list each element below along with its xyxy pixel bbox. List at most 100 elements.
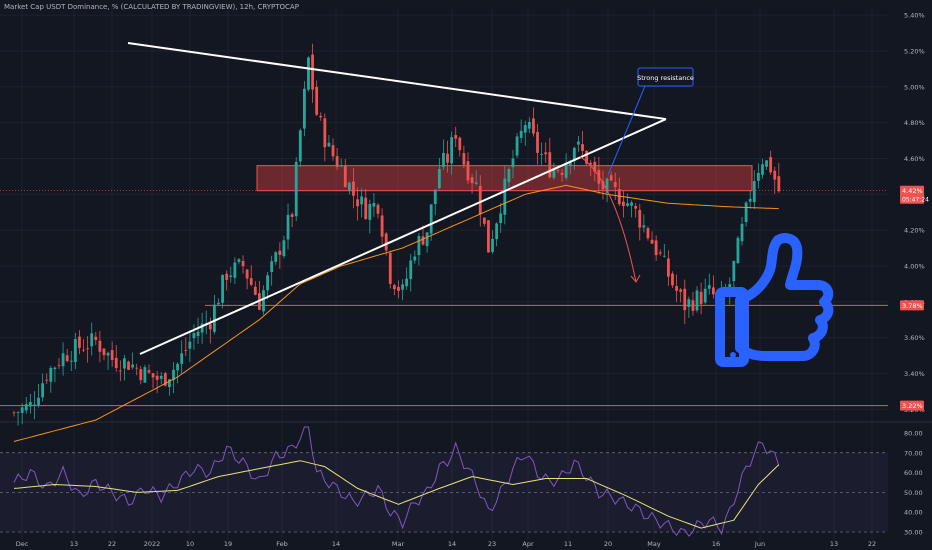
candle-body — [442, 152, 445, 167]
candle-body — [233, 262, 237, 278]
candle-body — [470, 177, 474, 184]
candle-body — [756, 173, 760, 181]
candle-body — [405, 278, 409, 287]
candle-body — [548, 152, 552, 178]
candle-body — [773, 170, 777, 180]
time-tick-label: 22 — [868, 540, 876, 548]
support-levels — [0, 190, 888, 407]
candle-body — [482, 217, 486, 224]
rsi-ma-line — [13, 460, 780, 529]
thumb-dot — [730, 352, 736, 358]
candle-body — [311, 54, 314, 90]
candle-body — [343, 165, 347, 188]
candle-body — [429, 204, 433, 234]
candle-body — [139, 369, 143, 381]
candle-body — [368, 204, 372, 220]
candle-body — [536, 132, 539, 153]
candle-body — [298, 130, 302, 162]
candle-body — [752, 181, 756, 203]
candle-body — [127, 361, 130, 370]
candle-body — [221, 274, 224, 303]
rsi-tick-label: 80.00 — [904, 429, 923, 437]
candle-body — [654, 240, 658, 256]
candle-body — [82, 349, 85, 351]
candle-body — [679, 289, 683, 292]
candle-body — [65, 355, 69, 362]
candle-body — [335, 156, 339, 167]
candle-body — [650, 239, 654, 244]
annotation: Strong resistance — [607, 67, 694, 176]
candle-body — [118, 370, 122, 372]
candle-body — [98, 340, 102, 352]
candle-body — [192, 333, 196, 339]
candle-body — [376, 204, 380, 214]
candle-body — [433, 189, 437, 205]
candle-body — [200, 323, 204, 333]
candle-body — [748, 198, 752, 202]
candle-body — [581, 144, 584, 151]
candle-body — [687, 299, 691, 308]
moving-average — [13, 184, 779, 442]
candle-body — [462, 153, 466, 165]
candle-body — [683, 288, 687, 311]
candle-body — [241, 261, 245, 267]
candle-body — [45, 379, 49, 381]
candle-body — [458, 137, 462, 151]
candle-body — [37, 397, 40, 405]
candle-body — [401, 284, 404, 290]
rsi-tick-label: 50.00 — [904, 489, 923, 497]
candle-body — [282, 240, 286, 257]
candle-body — [90, 333, 94, 347]
candle-body — [159, 375, 163, 379]
time-tick-label: May — [647, 540, 661, 548]
support-2-label-bg — [900, 400, 924, 411]
candle-body — [28, 401, 32, 407]
candle-body — [769, 157, 773, 173]
candle-body — [658, 252, 662, 254]
candle-body — [323, 118, 327, 148]
candle-body — [270, 261, 274, 273]
candle-body — [78, 336, 81, 348]
time-tick-label: 13 — [70, 540, 78, 548]
candle-body — [613, 182, 617, 187]
candle-body — [286, 214, 290, 240]
candle-body — [327, 142, 331, 147]
time-tick-label: 16 — [712, 540, 720, 548]
candle-body — [147, 370, 151, 373]
candle-body — [572, 147, 576, 162]
support-1-label: 3.78% — [902, 302, 923, 310]
candle-body — [123, 358, 126, 369]
candle-body — [307, 57, 310, 90]
candle-body — [417, 236, 421, 256]
trendline — [139, 118, 667, 355]
candle-body — [691, 300, 695, 311]
candle-body — [110, 350, 114, 361]
candle-body — [135, 367, 139, 369]
candle-body — [253, 286, 257, 295]
time-tick-label: Feb — [276, 540, 288, 548]
rsi-line — [13, 426, 780, 537]
candle-body — [707, 285, 711, 289]
candle-body — [711, 287, 715, 295]
candle-body — [356, 199, 359, 207]
current-price-label-bg — [900, 185, 924, 204]
candle-body — [601, 181, 605, 190]
candle-body — [172, 369, 175, 381]
candle-body — [540, 154, 544, 155]
candle-body — [630, 202, 633, 206]
candle-body — [94, 336, 98, 341]
candle-body — [634, 205, 638, 209]
candle-body — [646, 228, 650, 239]
candle-body — [347, 182, 351, 190]
candle-body — [184, 350, 188, 351]
candle-body — [409, 260, 413, 280]
candle-body — [155, 375, 159, 380]
candle-body — [245, 269, 249, 279]
candle-body — [168, 379, 171, 388]
candle-body — [609, 175, 613, 181]
candle-body — [339, 165, 343, 167]
price-tick-label: 4.00% — [904, 262, 925, 270]
candle-body — [143, 367, 147, 383]
candle-body — [605, 178, 609, 193]
